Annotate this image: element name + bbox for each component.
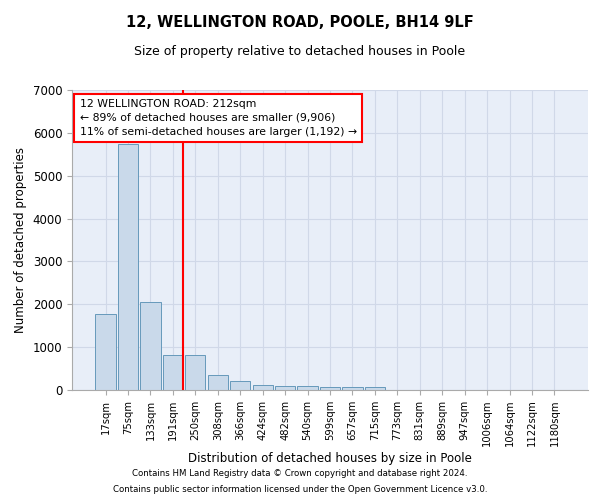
Bar <box>365 388 385 390</box>
Bar <box>298 386 317 390</box>
Text: Contains HM Land Registry data © Crown copyright and database right 2024.: Contains HM Land Registry data © Crown c… <box>132 468 468 477</box>
Bar <box>208 374 228 390</box>
Text: 12 WELLINGTON ROAD: 212sqm
← 89% of detached houses are smaller (9,906)
11% of s: 12 WELLINGTON ROAD: 212sqm ← 89% of deta… <box>80 99 357 137</box>
Bar <box>253 385 273 390</box>
Bar <box>343 387 362 390</box>
Bar <box>320 386 340 390</box>
Y-axis label: Number of detached properties: Number of detached properties <box>14 147 27 333</box>
Bar <box>275 386 295 390</box>
X-axis label: Distribution of detached houses by size in Poole: Distribution of detached houses by size … <box>188 452 472 465</box>
Text: Size of property relative to detached houses in Poole: Size of property relative to detached ho… <box>134 45 466 58</box>
Bar <box>95 314 116 390</box>
Bar <box>118 144 138 390</box>
Text: 12, WELLINGTON ROAD, POOLE, BH14 9LF: 12, WELLINGTON ROAD, POOLE, BH14 9LF <box>126 15 474 30</box>
Text: Contains public sector information licensed under the Open Government Licence v3: Contains public sector information licen… <box>113 485 487 494</box>
Bar <box>163 355 183 390</box>
Bar <box>185 355 205 390</box>
Bar <box>230 381 250 390</box>
Bar <box>140 302 161 390</box>
